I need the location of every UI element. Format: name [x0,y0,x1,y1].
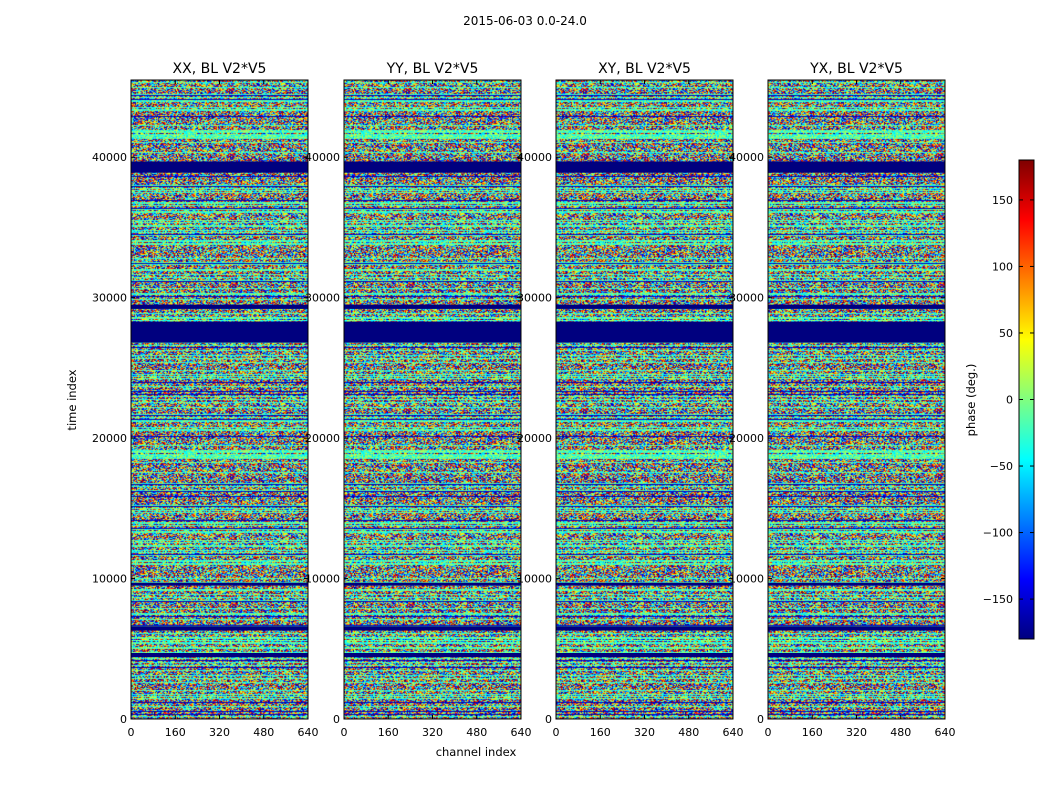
x-tick-label: 640 [935,726,956,739]
x-tick-label: 0 [553,726,560,739]
x-tick-label: 160 [165,726,186,739]
heatmap-image [131,80,308,719]
x-tick-label: 480 [253,726,274,739]
x-tick-label: 160 [378,726,399,739]
colorbar-tick-label: 100 [992,260,1013,273]
x-tick-label: 0 [128,726,135,739]
flagged-band [131,582,308,586]
colorbar-tick-label: −150 [983,593,1013,606]
panel-4 [767,79,946,720]
x-tick-label: 320 [209,726,230,739]
heatmap-image [556,80,733,719]
x-axis-label: channel index [436,745,517,759]
x-tick-label: 0 [765,726,772,739]
y-tick-label: 10000 [517,573,552,586]
panel-1 [130,79,309,720]
panel-title: XX, BL V2*V5 [173,61,267,77]
y-tick-label: 10000 [729,573,764,586]
heatmap-image [768,80,945,719]
y-tick-label: 30000 [305,292,340,305]
colorbar-tick-label: 150 [992,194,1013,207]
y-tick-label: 30000 [729,292,764,305]
x-tick-label: 480 [466,726,487,739]
y-tick-label: 0 [545,713,552,726]
flagged-band [768,626,945,631]
colorbar-tick-label: −50 [990,460,1013,473]
y-tick-label: 0 [333,713,340,726]
y-tick-label: 40000 [305,151,340,164]
y-tick-label: 40000 [92,151,127,164]
y-tick-label: 0 [757,713,764,726]
y-tick-label: 10000 [305,573,340,586]
y-tick-label: 40000 [517,151,552,164]
flagged-band [556,321,733,343]
flagged-band [344,321,521,343]
flagged-band [131,626,308,631]
x-tick-label: 320 [634,726,655,739]
flagged-band [344,626,521,631]
y-tick-label: 20000 [305,432,340,445]
x-tick-label: 160 [590,726,611,739]
y-tick-label: 10000 [92,573,127,586]
flagged-band [768,321,945,343]
flagged-band [556,626,733,631]
flagged-band [768,582,945,586]
flagged-band [344,161,521,173]
panel-title: XY, BL V2*V5 [598,61,691,77]
flagged-band [556,652,733,658]
colorbar-tick-label: 0 [1006,394,1013,407]
x-tick-label: 160 [802,726,823,739]
y-tick-label: 30000 [517,292,552,305]
panel-title: YY, BL V2*V5 [386,61,479,77]
x-tick-label: 0 [341,726,348,739]
y-tick-label: 40000 [729,151,764,164]
flagged-band [344,652,521,658]
x-tick-label: 480 [890,726,911,739]
y-tick-label: 20000 [729,432,764,445]
x-tick-label: 640 [511,726,532,739]
figure-suptitle: 2015-06-03 0.0-24.0 [463,14,587,28]
flagged-band [556,582,733,586]
flagged-band [344,304,521,309]
flagged-band [556,304,733,309]
flagged-band [131,304,308,309]
y-tick-label: 0 [120,713,127,726]
panel-2 [343,79,522,720]
flagged-band [131,321,308,343]
flagged-band [131,161,308,173]
x-tick-label: 320 [846,726,867,739]
y-tick-label: 30000 [92,292,127,305]
colorbar-tick-label: −100 [983,527,1013,540]
heatmap-image [344,80,521,719]
flagged-band [344,582,521,586]
y-axis-label: time index [65,369,79,430]
flagged-band [556,161,733,173]
x-tick-label: 640 [723,726,744,739]
panel-3 [555,79,734,720]
x-tick-label: 320 [422,726,443,739]
flagged-band [131,652,308,658]
flagged-band [768,161,945,173]
y-tick-label: 20000 [517,432,552,445]
colorbar-tick-label: 50 [999,327,1013,340]
y-tick-label: 20000 [92,432,127,445]
colorbar-label: phase (deg.) [964,364,978,437]
flagged-band [768,652,945,658]
x-tick-label: 640 [298,726,319,739]
x-tick-label: 480 [678,726,699,739]
panel-title: YX, BL V2*V5 [809,61,903,77]
flagged-band [768,304,945,309]
